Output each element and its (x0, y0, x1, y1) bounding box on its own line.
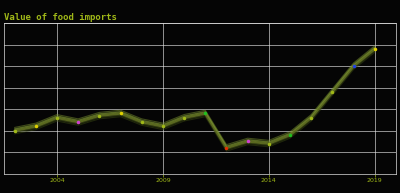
Text: Value of food imports: Value of food imports (4, 13, 117, 22)
